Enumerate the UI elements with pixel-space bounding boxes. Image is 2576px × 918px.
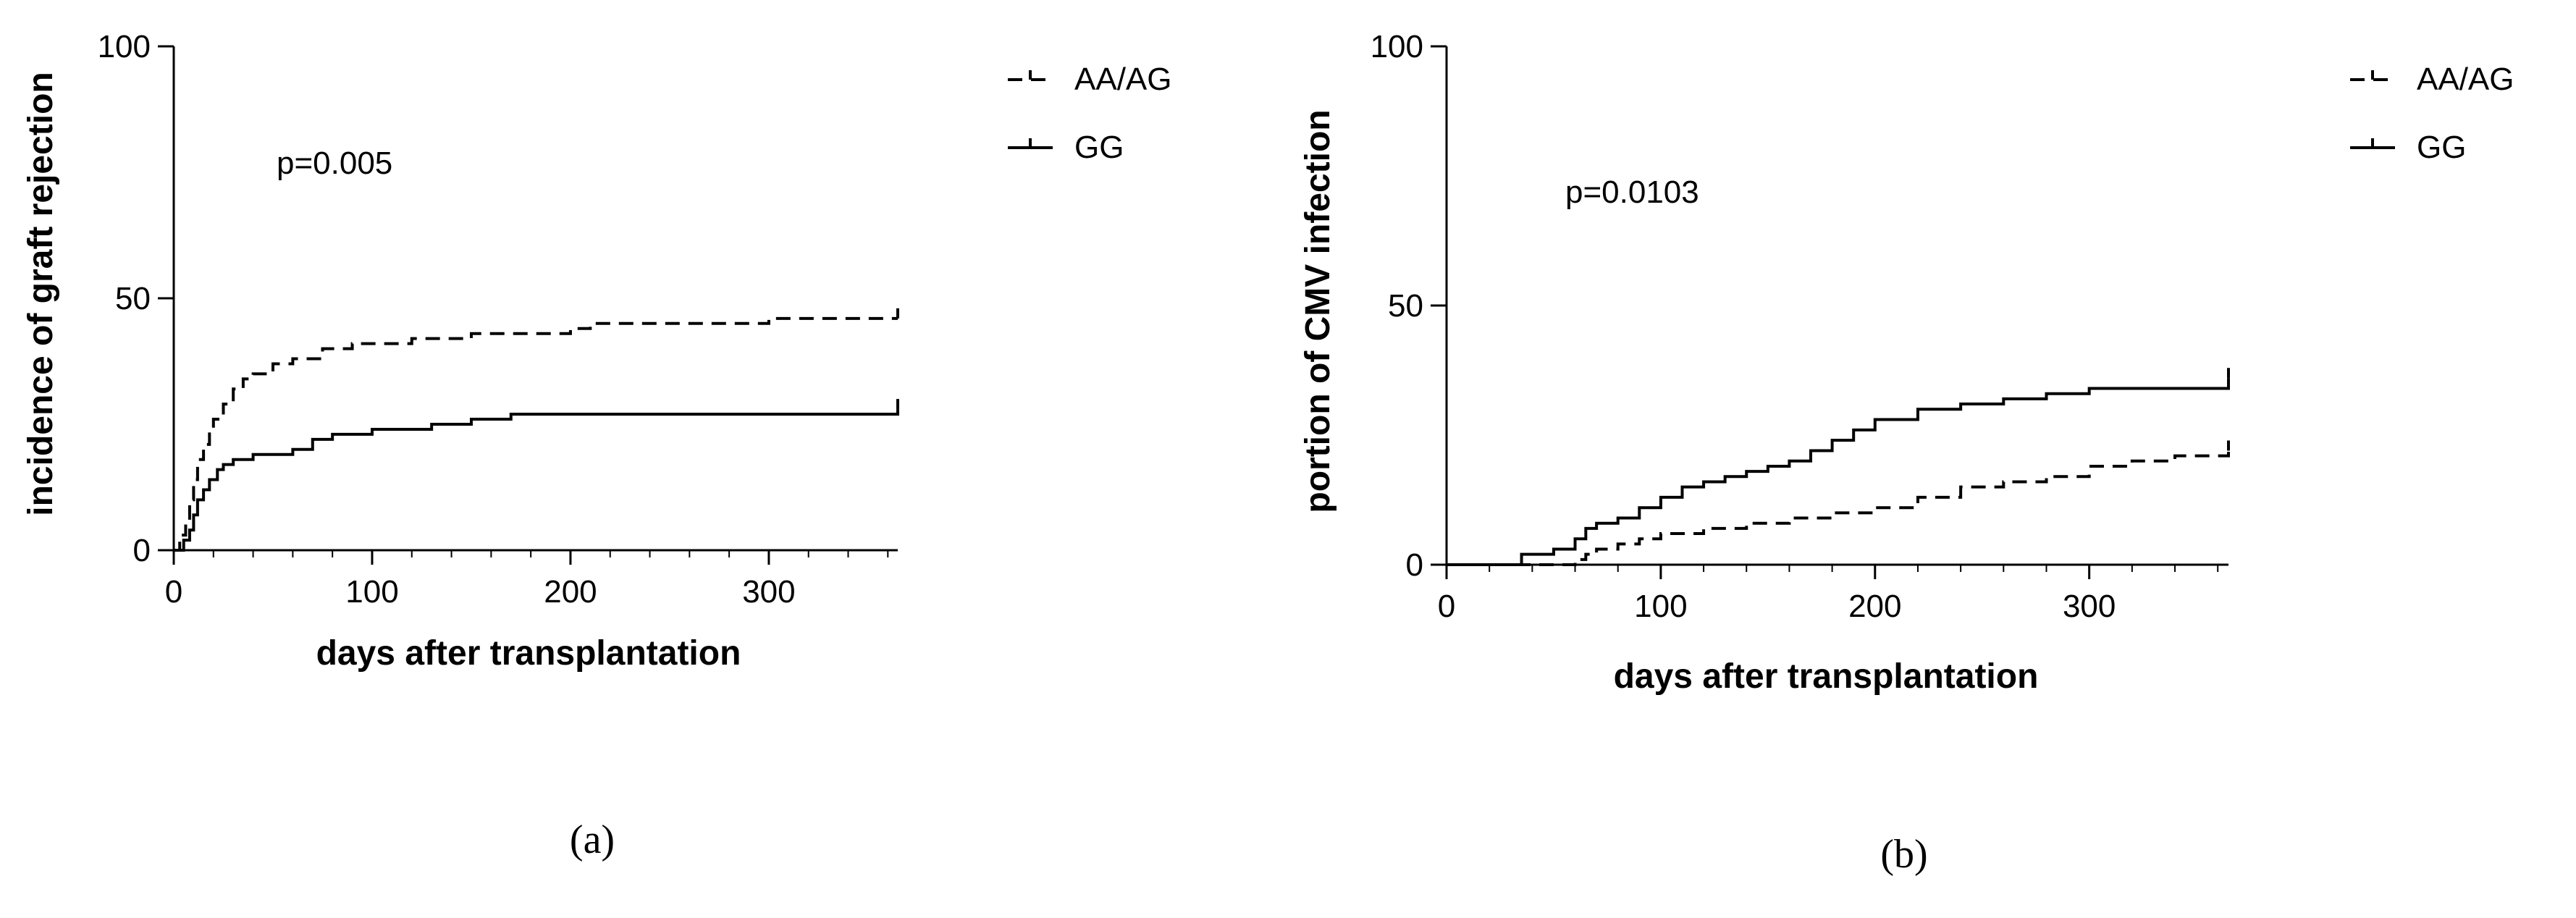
legend-label-a-gg: GG xyxy=(1074,130,1124,165)
x-tick-label-a: 300 xyxy=(742,574,795,610)
legend-b: AA/AG GG xyxy=(2350,62,2514,165)
x-tick-label-b: 300 xyxy=(2063,589,2116,624)
legend-label-a-aaag: AA/AG xyxy=(1074,62,1172,97)
axes-b: 0 100 200 300 0 50 100 xyxy=(1371,29,2228,624)
series-line-b-gg xyxy=(1447,378,2230,566)
x-tick-label-b: 200 xyxy=(1848,589,1901,624)
x-tick-label-b: 0 xyxy=(1438,589,1455,624)
panel-label-b: (b) xyxy=(1880,832,1927,877)
annotation-p-value-b: p=0.0103 xyxy=(1565,174,1699,210)
y-tick-label-a: 100 xyxy=(98,29,151,64)
x-axis-title-b: days after transplantation xyxy=(1614,657,2039,696)
y-tick-label-b: 100 xyxy=(1371,29,1423,64)
annotation-p-value-a: p=0.005 xyxy=(277,146,392,181)
panel-label-a: (a) xyxy=(570,817,615,862)
series-group-a xyxy=(174,308,899,552)
series-line-a-gg xyxy=(174,409,899,552)
legend-label-b-aaag: AA/AG xyxy=(2417,62,2514,97)
chart-panel-b: 0 100 200 300 0 50 100 portion of CMV infectio… xyxy=(1299,29,2514,877)
x-axis-title-a: days after transplantation xyxy=(316,634,741,673)
legend-a: AA/AG GG xyxy=(1008,62,1172,165)
series-line-b-aaag xyxy=(1447,450,2230,566)
y-axis-title-b: portion of CMV infection xyxy=(1299,109,1337,513)
x-tick-label-a: 0 xyxy=(165,574,182,610)
x-tick-label-a: 100 xyxy=(345,574,398,610)
legend-label-b-gg: GG xyxy=(2417,130,2466,165)
axes-a: 0 100 200 300 0 50 100 xyxy=(98,29,898,610)
x-tick-label-a: 200 xyxy=(544,574,597,610)
chart-panel-a: 0 100 200 300 0 50 100 incidence of graft reje… xyxy=(22,29,1172,862)
x-tick-label-b: 100 xyxy=(1634,589,1687,624)
y-tick-label-b: 50 xyxy=(1388,288,1423,324)
y-tick-label-a: 50 xyxy=(115,281,151,316)
y-tick-label-b: 0 xyxy=(1406,547,1423,583)
series-group-b xyxy=(1447,368,2230,566)
series-line-a-aaag xyxy=(174,316,898,552)
y-axis-title-a: incidence of graft rejection xyxy=(22,72,60,515)
y-tick-label-a: 0 xyxy=(133,533,151,568)
